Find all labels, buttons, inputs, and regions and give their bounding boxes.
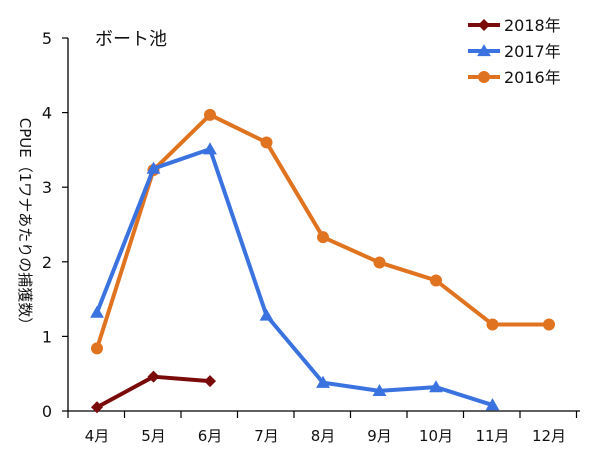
x-ticks: 4月 5月 6月 7月 8月 9月 10月 11月 12月 bbox=[67, 411, 578, 445]
legend-item: 2017年 bbox=[468, 42, 561, 61]
data-point-marker bbox=[373, 256, 386, 269]
data-point-marker bbox=[260, 136, 273, 149]
y-tick-label: 3 bbox=[42, 178, 52, 197]
legend-label: 2016年 bbox=[504, 68, 561, 87]
y-tick-label: 1 bbox=[42, 327, 52, 346]
y-tick-label: 4 bbox=[42, 104, 52, 123]
data-point-marker bbox=[372, 383, 387, 397]
legend: 2018年 2017年 2016年 bbox=[468, 16, 561, 87]
data-point-marker bbox=[204, 375, 216, 388]
data-point-marker bbox=[430, 274, 442, 287]
data-point-marker bbox=[90, 305, 104, 318]
data-point-marker bbox=[429, 380, 443, 393]
x-tick-label: 10月 bbox=[419, 427, 453, 445]
legend-item: 2018年 bbox=[468, 16, 561, 35]
data-point-marker bbox=[316, 375, 330, 388]
x-tick-label: 6月 bbox=[198, 427, 223, 445]
data-point-marker bbox=[259, 308, 274, 321]
data-point-marker bbox=[146, 161, 161, 174]
data-point-marker bbox=[147, 370, 160, 383]
chart-title: ボート池 bbox=[95, 29, 167, 50]
legend-label: 2017年 bbox=[504, 42, 561, 61]
data-point-marker bbox=[203, 142, 217, 155]
y-axis-label: CPUE（1ワナあたりの捕獲数） bbox=[16, 118, 34, 333]
legend-label: 2018年 bbox=[504, 16, 561, 35]
x-tick-label: 4月 bbox=[85, 427, 110, 445]
series-2017年 bbox=[90, 142, 500, 411]
data-point-marker bbox=[486, 318, 499, 331]
data-point-marker bbox=[543, 318, 555, 331]
y-ticks: 0 1 2 3 4 5 bbox=[42, 29, 68, 421]
data-point-marker bbox=[204, 108, 216, 121]
data-point-marker bbox=[478, 71, 490, 83]
x-tick-label: 7月 bbox=[254, 427, 279, 445]
data-point-marker bbox=[477, 44, 491, 57]
legend-item: 2016年 bbox=[468, 68, 561, 87]
series-lines bbox=[90, 108, 555, 414]
data-point-marker bbox=[317, 231, 329, 244]
data-point-marker bbox=[91, 342, 103, 355]
series-2016年 bbox=[91, 108, 555, 355]
y-tick-label: 0 bbox=[42, 402, 52, 421]
axes bbox=[67, 38, 580, 412]
data-point-marker bbox=[478, 19, 490, 31]
data-point-marker bbox=[485, 398, 500, 411]
x-tick-label: 8月 bbox=[311, 427, 336, 445]
x-tick-label: 9月 bbox=[367, 427, 392, 445]
x-tick-label: 11月 bbox=[475, 427, 509, 445]
series-2018年 bbox=[91, 370, 216, 414]
x-tick-label: 12月 bbox=[532, 427, 566, 445]
data-point-marker bbox=[91, 401, 103, 414]
series-line bbox=[95, 147, 495, 408]
y-tick-label: 2 bbox=[42, 253, 52, 272]
x-tick-label: 5月 bbox=[141, 427, 166, 445]
y-tick-label: 5 bbox=[42, 29, 52, 48]
